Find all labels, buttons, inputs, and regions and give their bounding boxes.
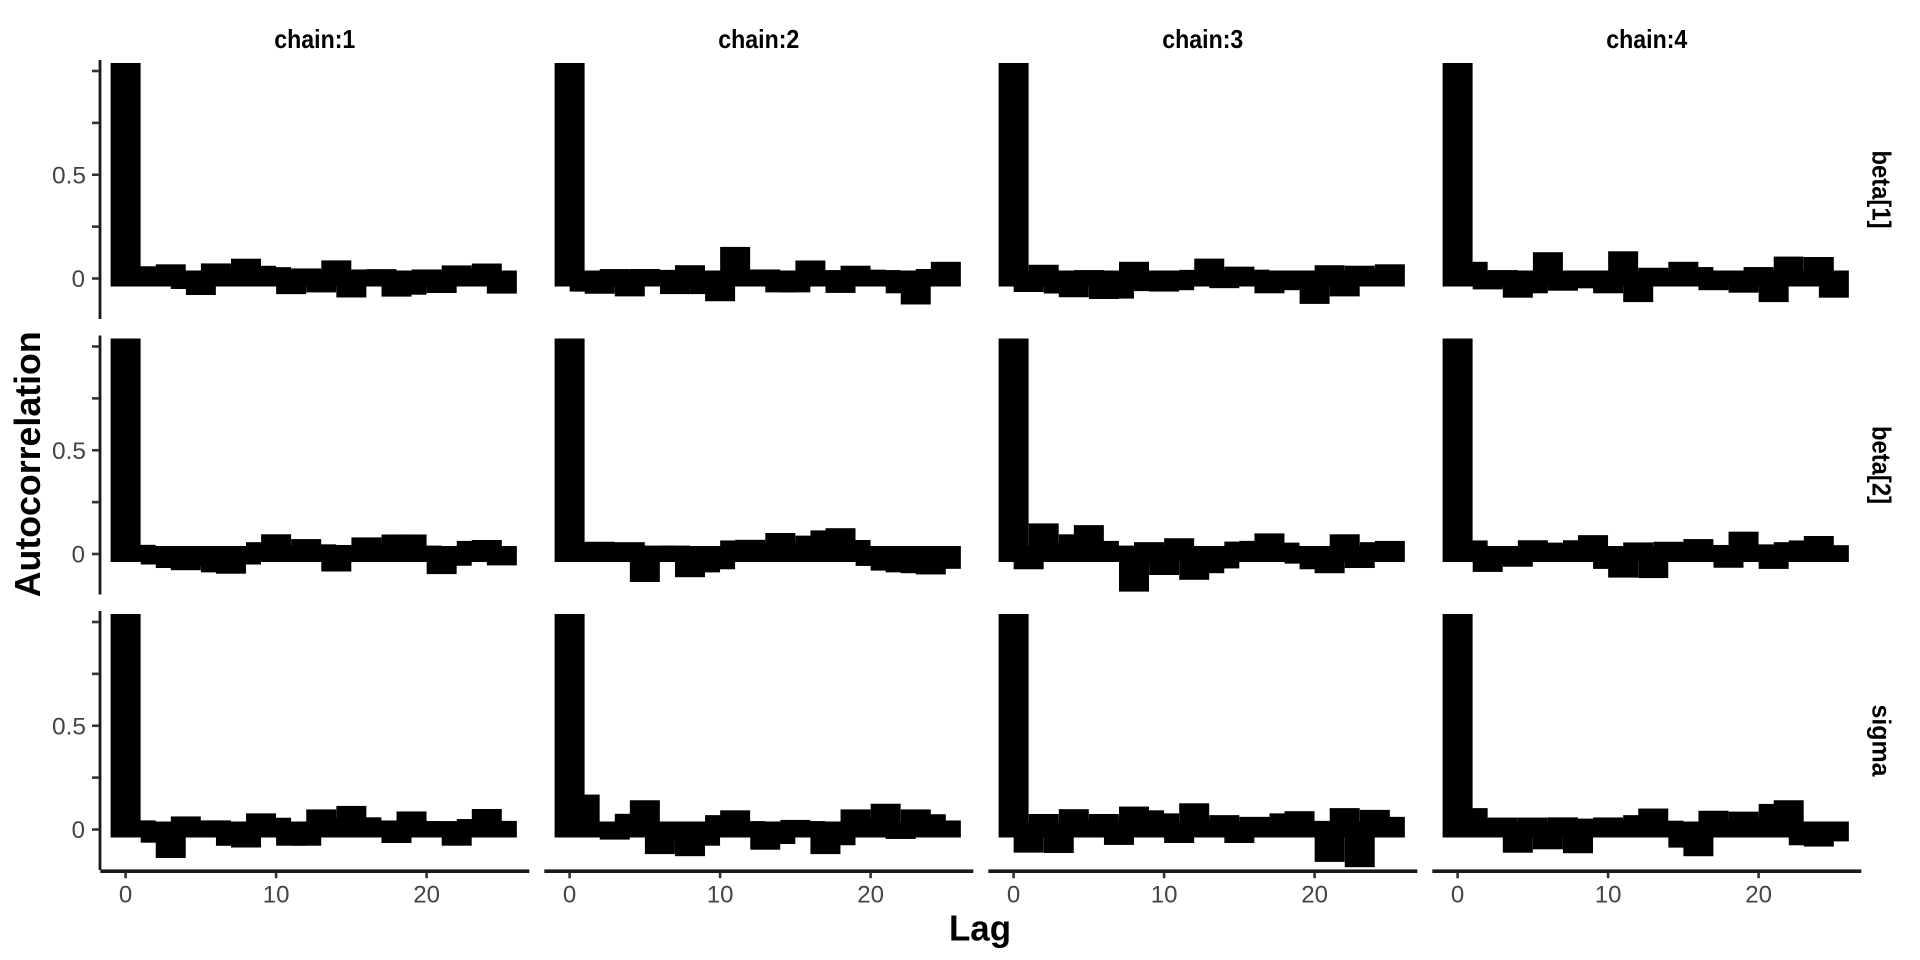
svg-text:sigma: sigma [1867,705,1897,778]
svg-text:20: 20 [857,882,884,909]
svg-text:10: 10 [1595,882,1622,909]
svg-text:0: 0 [119,882,132,909]
svg-text:chain:2: chain:2 [718,24,799,54]
svg-text:0.5: 0.5 [52,162,86,189]
svg-text:beta[1]: beta[1] [1867,151,1897,229]
svg-text:chain:1: chain:1 [274,24,355,54]
svg-text:beta[2]: beta[2] [1867,426,1897,504]
svg-text:0: 0 [72,817,85,844]
svg-text:Lag: Lag [949,908,1011,949]
svg-text:20: 20 [1745,882,1772,909]
svg-text:chain:4: chain:4 [1606,24,1687,54]
svg-text:0: 0 [1451,882,1464,909]
svg-text:chain:3: chain:3 [1162,24,1243,54]
svg-text:Autocorrelation: Autocorrelation [7,331,48,597]
svg-text:0: 0 [563,882,576,909]
svg-text:0: 0 [72,266,85,293]
svg-text:0: 0 [72,542,85,569]
svg-text:20: 20 [413,882,440,909]
svg-text:10: 10 [1151,882,1178,909]
svg-text:0: 0 [1007,882,1020,909]
svg-text:10: 10 [263,882,290,909]
svg-text:10: 10 [707,882,734,909]
svg-text:0.5: 0.5 [52,438,86,465]
svg-text:20: 20 [1301,882,1328,909]
svg-text:0.5: 0.5 [52,713,86,740]
